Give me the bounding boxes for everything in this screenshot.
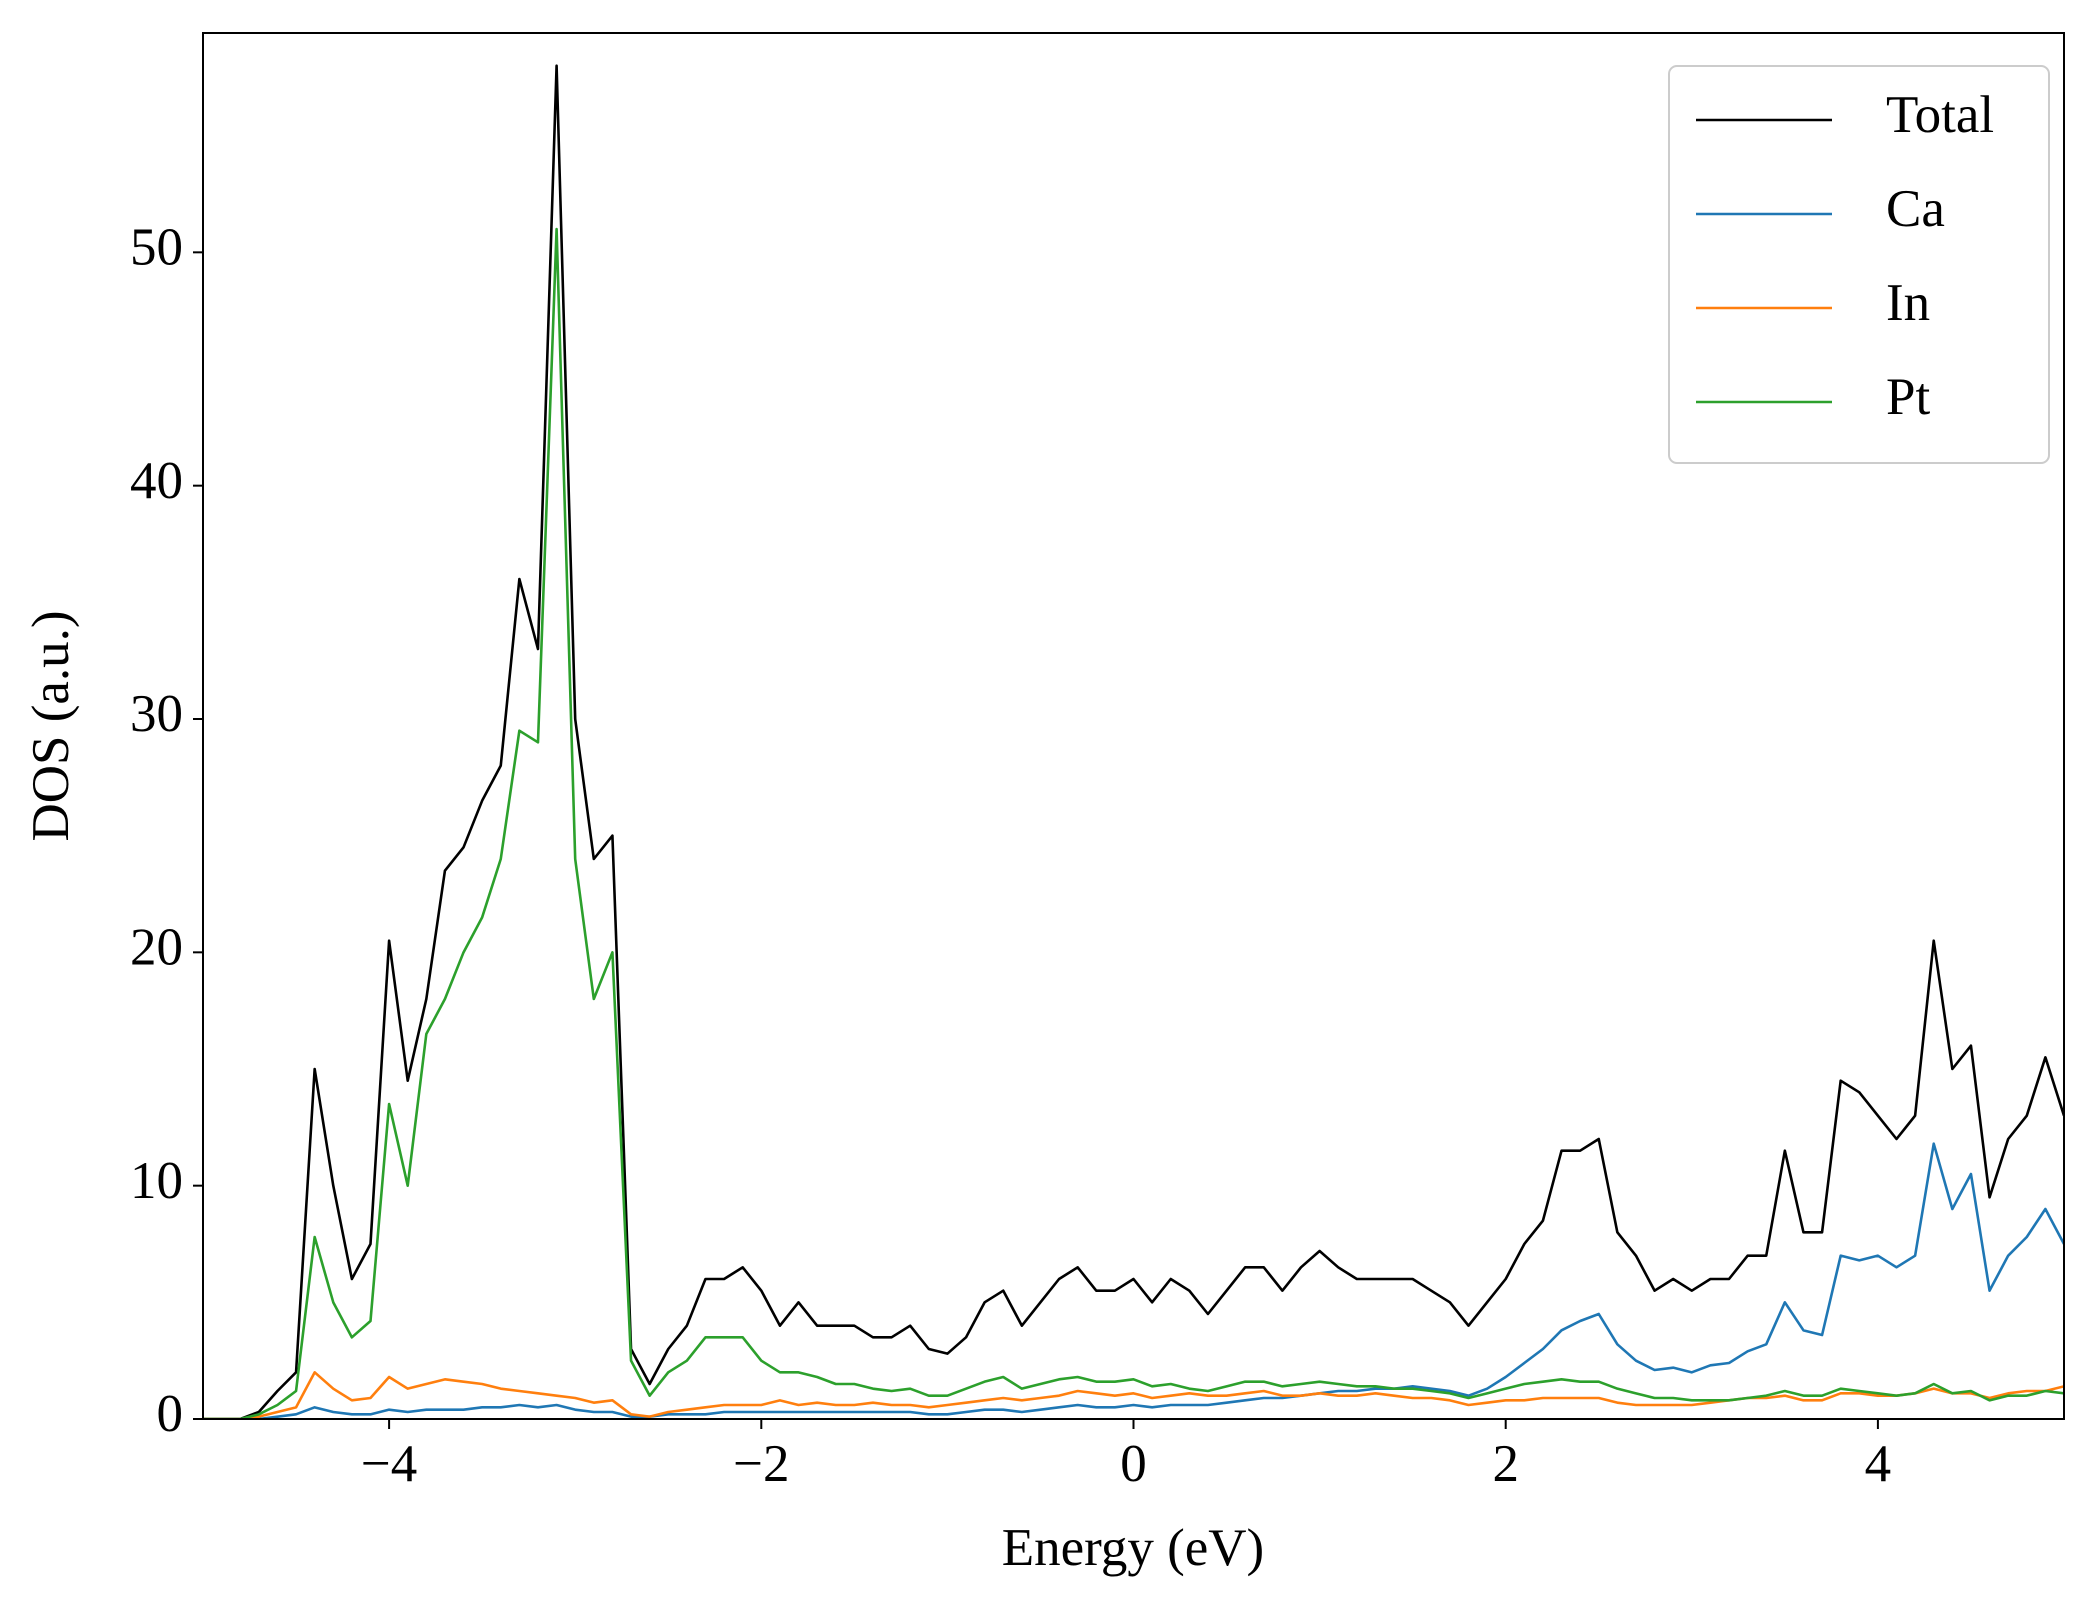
y-tick-label: 0 (157, 1385, 184, 1443)
y-tick-label: 30 (130, 685, 183, 743)
x-tick-label: 4 (1865, 1435, 1892, 1493)
y-tick-label: 10 (130, 1152, 183, 1210)
series-line (203, 1142, 2064, 1419)
x-tick-label: 0 (1120, 1435, 1147, 1493)
plot-lines (203, 64, 2064, 1419)
y-axis-label: DOS (a.u.) (22, 610, 80, 841)
x-tick-label: 2 (1492, 1435, 1519, 1493)
legend: Total Ca In Pt (1668, 65, 2050, 464)
legend-label: Pt (1886, 368, 1930, 426)
legend-box (1668, 65, 2050, 464)
x-tick-label: −2 (733, 1435, 789, 1493)
plot-frame (202, 32, 2065, 1420)
series-line (203, 227, 2064, 1419)
x-axis-label: Energy (eV) (1002, 1519, 1264, 1577)
x-tick-label: −4 (361, 1435, 417, 1493)
y-tick-label: 20 (130, 918, 183, 976)
y-tick-label: 50 (130, 218, 183, 276)
legend-label: Ca (1886, 180, 1945, 238)
y-tick-label: 40 (130, 452, 183, 510)
legend-label: In (1886, 274, 1930, 332)
series-line (203, 64, 2064, 1419)
legend-label: Total (1886, 86, 1994, 144)
